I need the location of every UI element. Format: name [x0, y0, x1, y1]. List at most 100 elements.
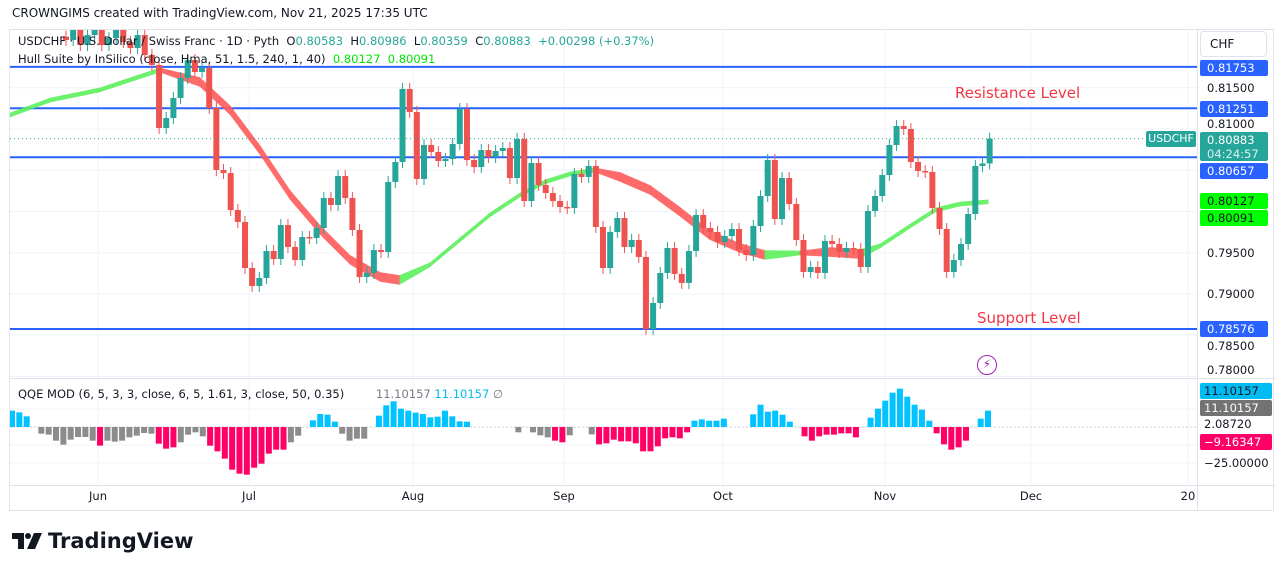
qqe-bar: [60, 427, 67, 445]
qqe-bar: [852, 427, 859, 438]
candle-body: [392, 162, 399, 182]
chart-frame: [9, 29, 1274, 511]
time-label: Sep: [553, 489, 575, 503]
qqe-bar: [962, 427, 969, 441]
qqe-bar: [412, 412, 419, 427]
candle-body: [664, 247, 671, 273]
qqe-bar: [669, 427, 676, 438]
qqe-bar: [896, 388, 903, 427]
tradingview-logo[interactable]: TradingView: [12, 529, 193, 553]
qqe-bar: [515, 427, 522, 433]
qqe-bar: [449, 416, 456, 427]
qqe-bar: [676, 427, 683, 439]
candle-body: [757, 195, 764, 227]
close-label: C: [475, 34, 484, 48]
qqe-bar: [625, 427, 632, 442]
tradingview-logo-icon: [12, 533, 42, 549]
candle-body: [814, 267, 821, 273]
candle-body: [900, 126, 907, 129]
candle-body: [370, 250, 377, 273]
hull-value-2: 0.80091: [387, 52, 436, 66]
qqe-bar: [948, 427, 955, 450]
candle-body: [378, 250, 385, 253]
level-price-label: 0.80657: [1200, 163, 1268, 179]
qqe-bar: [537, 427, 544, 436]
candle-body: [929, 171, 936, 209]
candle-body: [800, 239, 807, 272]
hull-band-segment: [229, 104, 261, 156]
candle-body: [685, 251, 692, 283]
candlesticks: [63, 30, 993, 335]
candle-body: [63, 36, 69, 40]
horizontal-levels[interactable]: [10, 65, 1197, 330]
qqe-bar: [882, 400, 889, 427]
chart-attribution: CROWNGIMS created with TradingView.com, …: [12, 6, 428, 20]
candle-body: [872, 195, 879, 212]
qqe-bar: [207, 427, 214, 446]
candle-body: [478, 150, 485, 168]
candle-body: [893, 126, 900, 146]
candle-body: [206, 68, 213, 108]
hull-band-segment: [319, 224, 351, 266]
candle-body: [979, 163, 986, 166]
qqe-bar: [434, 416, 441, 427]
qqe-bar: [119, 427, 126, 441]
qqe-bar: [104, 427, 111, 441]
lightning-icon[interactable]: ⚡: [977, 355, 997, 375]
last-price-value: 0.80883: [1207, 133, 1255, 147]
candle-body: [843, 247, 850, 253]
candle-body: [786, 178, 793, 204]
candle-body: [356, 229, 363, 278]
qqe-bar: [38, 427, 45, 434]
candle-body: [965, 213, 972, 245]
candle-body: [779, 178, 785, 220]
hull-legend[interactable]: Hull Suite by InSilico (close, Hma, 51, …: [18, 52, 435, 66]
qqe-value-2: 11.10157: [434, 387, 490, 401]
candle-body: [492, 151, 499, 157]
candle-body: [542, 185, 549, 194]
candle-body: [156, 64, 163, 129]
candle-body: [514, 138, 521, 179]
qqe-bar: [427, 417, 434, 427]
symbol-description: USDCHF · U.S. Dollar / Swiss Franc · 1D …: [18, 34, 280, 48]
candle-body: [170, 97, 177, 119]
qqe-bar: [229, 427, 236, 470]
qqe-bar: [89, 427, 96, 441]
candle-body: [750, 226, 757, 255]
qqe-bar: [662, 427, 669, 439]
qqe-bar: [779, 414, 786, 427]
candle-body: [84, 35, 91, 46]
qqe-bar: [141, 427, 148, 433]
symbol-legend[interactable]: USDCHF · U.S. Dollar / Swiss Franc · 1D …: [18, 34, 654, 48]
qqe-bar: [544, 427, 551, 438]
hull-band-segment: [544, 171, 571, 185]
candle-body: [335, 176, 342, 205]
resistance-level-label: Resistance Level: [955, 84, 1081, 102]
candle-body: [592, 165, 599, 228]
candle-body: [327, 197, 334, 205]
candle-body: [249, 268, 256, 286]
qqe-bar: [236, 427, 243, 474]
qqe-bar: [632, 427, 639, 444]
qqe-bar: [867, 417, 874, 427]
candle-body: [986, 138, 993, 164]
qqe-bar: [258, 427, 265, 464]
candle-body: [549, 193, 556, 202]
candle-body: [650, 302, 657, 329]
candle-body: [628, 239, 635, 247]
qqe-bar: [133, 427, 140, 436]
qqe-bar: [339, 427, 346, 434]
qqe-bar: [317, 414, 324, 427]
low-label: L: [413, 34, 421, 48]
candle-body: [864, 211, 871, 268]
candle-body: [127, 42, 134, 48]
candle-body: [385, 181, 392, 253]
currency-selector[interactable]: CHF: [1200, 31, 1267, 57]
qqe-legend[interactable]: QQE MOD (6, 5, 3, 3, close, 6, 5, 1.61, …: [18, 387, 503, 401]
candle-body: [463, 109, 470, 161]
time-label: Dec: [1019, 489, 1043, 503]
time-label: Aug: [401, 489, 425, 503]
candle-body: [642, 256, 649, 329]
candle-body: [943, 228, 950, 272]
